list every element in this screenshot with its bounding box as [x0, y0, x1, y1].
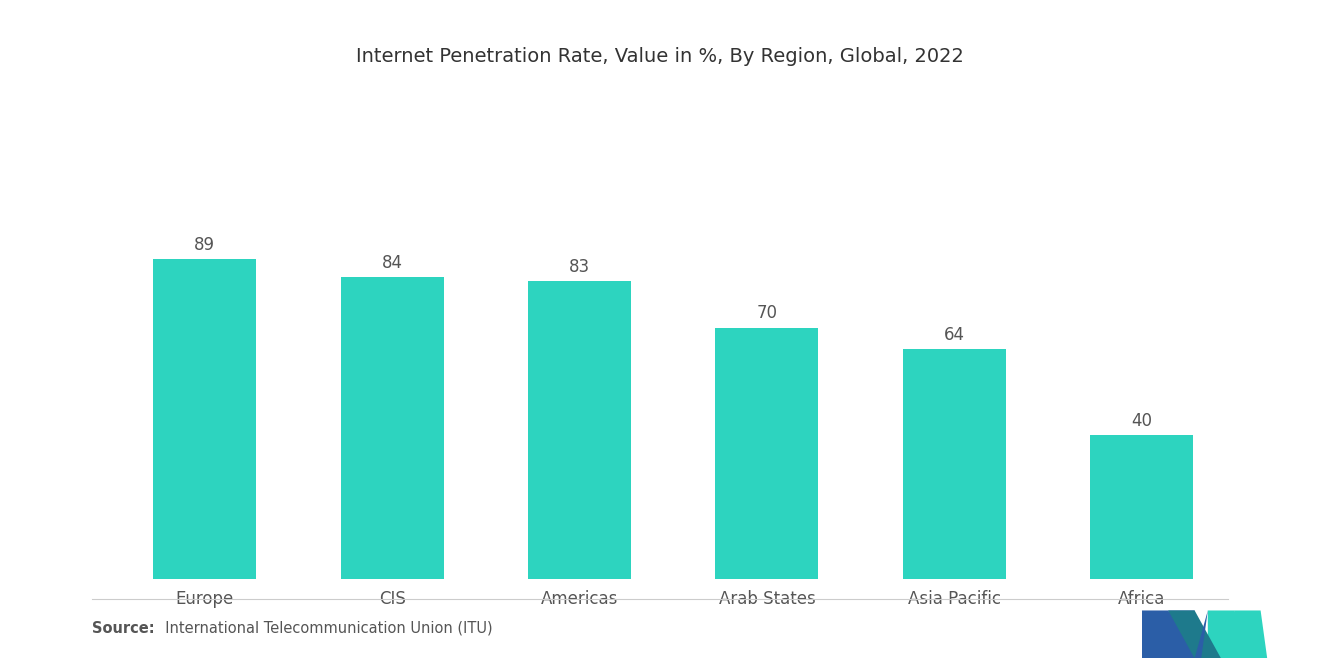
Text: 70: 70 [756, 304, 777, 323]
Bar [715, 328, 818, 579]
Text: 40: 40 [1131, 412, 1152, 430]
Text: International Telecommunication Union (ITU): International Telecommunication Union (I… [156, 621, 492, 636]
Text: Source:: Source: [92, 621, 154, 636]
Text: 83: 83 [569, 257, 590, 275]
Polygon shape [1195, 610, 1208, 658]
Polygon shape [1168, 610, 1221, 658]
Bar [341, 277, 444, 579]
Bar [903, 349, 1006, 579]
Polygon shape [1208, 610, 1261, 658]
Text: 64: 64 [944, 326, 965, 344]
Polygon shape [1168, 610, 1201, 658]
Text: 84: 84 [381, 254, 403, 272]
Bar [153, 259, 256, 579]
Bar [528, 281, 631, 579]
Text: 89: 89 [194, 236, 215, 254]
Polygon shape [1142, 610, 1195, 658]
Polygon shape [1234, 610, 1267, 658]
Text: Internet Penetration Rate, Value in %, By Region, Global, 2022: Internet Penetration Rate, Value in %, B… [356, 47, 964, 66]
Bar [1090, 435, 1193, 579]
